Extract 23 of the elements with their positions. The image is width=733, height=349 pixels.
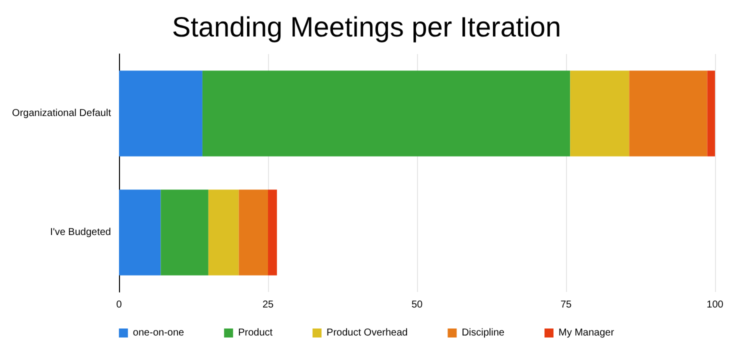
bar (119, 190, 161, 276)
bar (208, 190, 239, 276)
x-tick-label: 50 (411, 300, 423, 310)
y-tick-label: Organizational Default (12, 108, 112, 119)
legend-label: Discipline (462, 328, 505, 338)
x-tick-label: 0 (116, 300, 122, 310)
y-tick-label: I've Budgeted (50, 227, 111, 238)
bar (160, 190, 208, 276)
bar (570, 70, 630, 156)
x-tick-label: 75 (560, 300, 572, 310)
x-tick-label: 100 (706, 300, 724, 310)
bar (707, 70, 715, 156)
chart-title: Standing Meetings per Iteration (172, 12, 562, 42)
bar (119, 70, 202, 156)
bar (629, 70, 708, 156)
legend-label: Product (238, 328, 273, 338)
x-tick-label: 25 (262, 300, 274, 310)
bar (202, 70, 570, 156)
bar (238, 190, 268, 276)
legend-label: My Manager (558, 328, 615, 338)
legend-label: Product Overhead (326, 328, 408, 338)
legend-label: one-on-one (132, 328, 185, 338)
bar (268, 190, 277, 276)
